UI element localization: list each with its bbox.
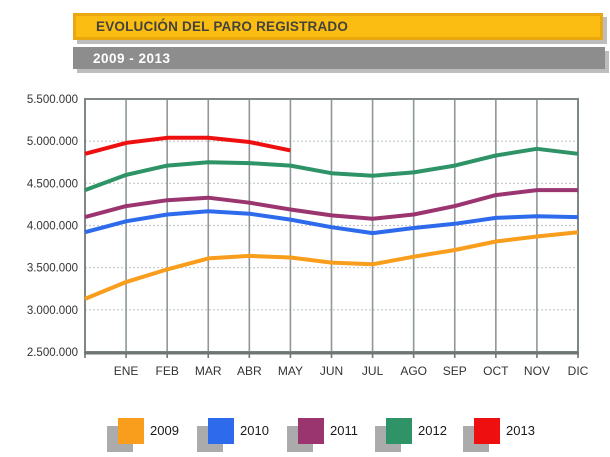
legend-swatch-2012 — [386, 418, 412, 444]
y-axis-label: 3.000.000 — [27, 305, 78, 317]
legend-label-2010: 2010 — [240, 423, 269, 438]
legend-swatch-2009 — [118, 418, 144, 444]
chart-title: EVOLUCIÓN DEL PARO REGISTRADO — [96, 19, 349, 34]
legend-swatch-2010 — [208, 418, 234, 444]
series-line-2011 — [84, 188, 578, 221]
legend-label-2009: 2009 — [150, 423, 179, 438]
legend-item-2012: 2012 — [375, 417, 465, 453]
chart-subtitle: 2009 - 2013 — [93, 50, 171, 66]
y-axis-label: 2.500.000 — [27, 347, 78, 359]
x-axis-label: NOV — [524, 364, 550, 378]
y-axis-label: 5.000.000 — [27, 136, 78, 148]
series-line-2010 — [84, 209, 579, 236]
x-axis-label: OCT — [483, 364, 509, 378]
series-line-2013 — [84, 135, 291, 156]
series-line-2012 — [84, 146, 579, 192]
chart-subtitle-banner: 2009 - 2013 — [73, 47, 605, 69]
x-axis-label: ABR — [237, 364, 262, 378]
chart-title-banner: EVOLUCIÓN DEL PARO REGISTRADO — [73, 13, 603, 40]
line-chart-area: 5.500.000 5.000.000 4.500.000 4.000.000 3.50… — [0, 85, 610, 395]
legend-item-2009: 2009 — [107, 417, 197, 453]
legend-label-2012: 2012 — [418, 423, 447, 438]
legend-item-2010: 2010 — [197, 417, 287, 453]
series-line-2009 — [84, 230, 579, 301]
chart-legend: 2009 2010 2011 2012 2013 — [0, 417, 610, 457]
y-axis-label: 5.500.000 — [27, 94, 78, 106]
legend-item-2013: 2013 — [463, 417, 553, 453]
x-axis-label: FEB — [155, 364, 178, 378]
x-axis-label: MAR — [195, 364, 222, 378]
x-axis-label: ENE — [114, 364, 139, 378]
legend-swatch-2011 — [298, 418, 324, 444]
x-axis-label: AGO — [400, 364, 427, 378]
legend-label-2013: 2013 — [506, 423, 535, 438]
x-axis-label: SEP — [443, 364, 467, 378]
legend-item-2011: 2011 — [287, 417, 377, 453]
x-axis-label: JUN — [320, 364, 343, 378]
x-axis-label: JUL — [362, 364, 384, 378]
y-axis-label: 4.500.000 — [27, 178, 78, 190]
y-axis-label: 3.500.000 — [27, 263, 78, 275]
legend-swatch-2013 — [474, 418, 500, 444]
line-chart: 5.500.000 5.000.000 4.500.000 4.000.000 3.50… — [27, 94, 589, 378]
x-axis-label: MAY — [278, 364, 303, 378]
y-axis-label: 4.000.000 — [27, 221, 78, 233]
legend-label-2011: 2011 — [330, 423, 358, 438]
x-axis-label: DIC — [568, 364, 589, 378]
